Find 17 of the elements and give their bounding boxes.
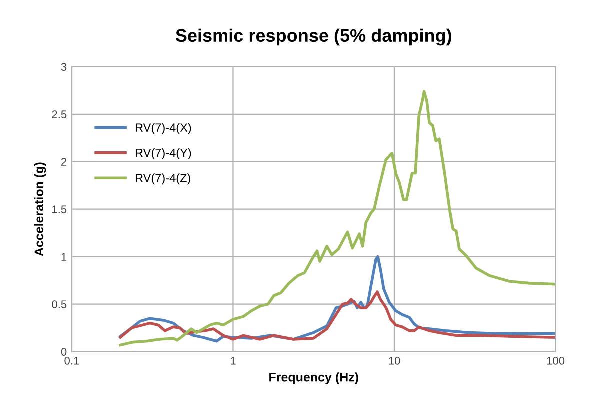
- x-tick-label: 1: [231, 357, 236, 365]
- y-tick-label: 0: [61, 348, 67, 356]
- y-tick-label: 2.5: [52, 110, 67, 119]
- y-tick-label: 3: [61, 63, 67, 72]
- y-tick-label: 0.5: [52, 300, 67, 308]
- legend-label: RV(7)-4(Z): [136, 174, 190, 185]
- x-tick-label: 0.1: [64, 356, 80, 365]
- y-tick-label: 1: [62, 253, 67, 261]
- x-tick-label: 10: [389, 356, 400, 365]
- chart-title: Seismic response (5% damping): [176, 28, 452, 46]
- y-tick-label: 2: [62, 158, 67, 166]
- legend-label: RV(7)-4(Y): [136, 148, 192, 160]
- x-tick-label: 100: [547, 356, 565, 365]
- y-tick-label: 1.5: [52, 206, 67, 214]
- x-axis-title: Frequency (Hz): [270, 372, 358, 384]
- legend-label: RV(7)-4(X): [136, 123, 192, 134]
- y-axis-title: Acceleration (g): [34, 162, 46, 256]
